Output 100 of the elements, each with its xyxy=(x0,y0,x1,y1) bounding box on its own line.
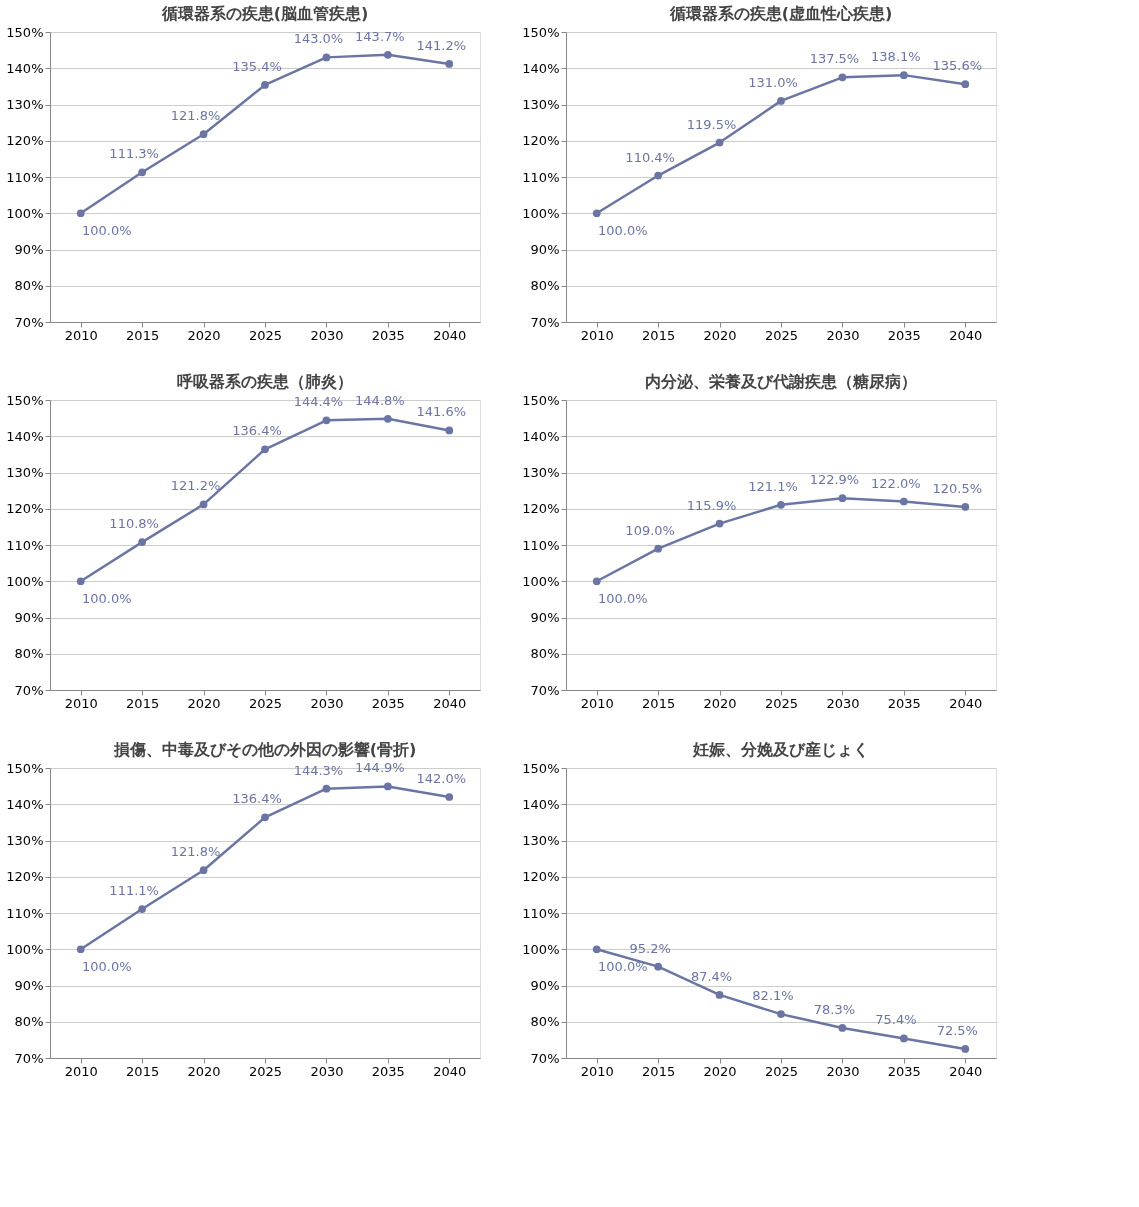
point xyxy=(138,905,147,913)
chart-title: 妊娠、分娩及び産じょく xyxy=(692,740,869,759)
y-tick-label: 140% xyxy=(6,428,44,444)
data-label: 144.8% xyxy=(355,392,405,408)
data-label: 143.0% xyxy=(293,31,344,47)
point xyxy=(777,1010,785,1018)
chart-title: 内分泌、栄養及び代謝疾患（糖尿病） xyxy=(645,372,917,391)
x-tick-label: 2040 xyxy=(949,1063,983,1079)
x-tick-label: 2025 xyxy=(764,327,799,343)
y-tick-label: 100% xyxy=(522,205,560,221)
y-tick-label: 110% xyxy=(6,905,44,921)
data-label: 119.5% xyxy=(686,116,737,132)
y-tick-label: 100% xyxy=(6,573,44,589)
x-tick-label: 2040 xyxy=(433,695,467,711)
y-tick-label: 140% xyxy=(6,796,44,812)
y-tick-label: 140% xyxy=(522,60,560,76)
x-tick-label: 2025 xyxy=(764,695,799,711)
point xyxy=(383,782,392,791)
x-tick-label: 2020 xyxy=(187,327,221,343)
point xyxy=(961,80,970,89)
point xyxy=(961,1045,970,1053)
x-tick-label: 2030 xyxy=(310,327,344,343)
x-tick-label: 2030 xyxy=(826,1063,860,1079)
y-tick-label: 70% xyxy=(530,314,560,330)
y-tick-label: 130% xyxy=(6,97,44,112)
x-tick-label: 2040 xyxy=(433,327,467,343)
point xyxy=(383,50,392,59)
data-label: 121.8% xyxy=(170,844,221,860)
y-tick-label: 120% xyxy=(6,501,44,517)
data-label: 120.5% xyxy=(932,480,983,496)
point xyxy=(777,97,785,105)
y-tick-label: 110% xyxy=(522,905,560,921)
x-tick-label: 2020 xyxy=(187,1063,221,1079)
point xyxy=(138,538,147,546)
point xyxy=(592,945,601,954)
data-label: 143.7% xyxy=(355,28,405,44)
x-tick-label: 2010 xyxy=(580,327,614,343)
y-tick-label: 140% xyxy=(522,796,560,812)
data-label: 135.6% xyxy=(932,58,983,74)
x-tick-label: 2030 xyxy=(826,695,860,711)
y-tick-label: 90% xyxy=(530,978,560,993)
point xyxy=(322,416,331,425)
chart-title: 損傷、中毒及びその他の外因の影響(骨折) xyxy=(112,740,417,759)
y-tick-label: 100% xyxy=(522,941,560,957)
chart-title: 循環器系の疾患(虚血性心疾患) xyxy=(668,4,893,23)
data-label: 111.3% xyxy=(109,146,159,162)
point xyxy=(715,991,724,999)
y-tick-label: 90% xyxy=(14,242,44,257)
y-tick-label: 120% xyxy=(522,133,560,149)
point xyxy=(445,426,454,435)
point xyxy=(899,71,908,79)
point xyxy=(138,168,147,177)
x-tick-label: 2030 xyxy=(310,695,344,711)
x-tick-label: 2035 xyxy=(887,695,921,711)
data-label: 135.4% xyxy=(232,58,282,74)
point xyxy=(592,577,601,586)
data-label: 144.9% xyxy=(355,760,405,776)
point xyxy=(654,962,663,971)
y-tick-label: 80% xyxy=(14,646,44,662)
y-tick-label: 120% xyxy=(522,501,560,517)
point xyxy=(654,544,663,553)
point xyxy=(592,209,601,218)
x-tick-label: 2010 xyxy=(580,1063,614,1079)
data-label: 121.8% xyxy=(170,108,221,124)
data-label: 110.4% xyxy=(625,149,675,165)
point xyxy=(654,171,663,180)
x-tick-label: 2040 xyxy=(949,695,983,711)
x-tick-label: 2020 xyxy=(703,695,737,711)
data-label: 78.3% xyxy=(813,1001,856,1017)
y-tick-label: 70% xyxy=(14,682,44,698)
x-tick-label: 2030 xyxy=(826,327,860,343)
x-tick-label: 2025 xyxy=(248,327,283,343)
data-label: 109.0% xyxy=(625,522,675,538)
data-label: 136.4% xyxy=(232,423,282,439)
point xyxy=(76,209,85,218)
data-label: 75.4% xyxy=(875,1012,917,1028)
y-tick-label: 70% xyxy=(14,314,44,330)
y-tick-label: 120% xyxy=(6,869,44,885)
x-tick-label: 2015 xyxy=(642,327,676,343)
x-tick-label: 2015 xyxy=(642,1063,676,1079)
x-tick-label: 2040 xyxy=(949,327,983,343)
y-tick-label: 110% xyxy=(6,169,44,185)
y-tick-label: 150% xyxy=(6,760,44,776)
x-tick-label: 2015 xyxy=(642,695,676,711)
y-tick-label: 80% xyxy=(530,646,560,662)
chart-title: 循環器系の疾患(脳血管疾患) xyxy=(160,4,369,23)
data-label: 110.8% xyxy=(109,516,159,532)
x-tick-label: 2030 xyxy=(310,1063,344,1079)
data-label: 122.9% xyxy=(809,472,860,488)
point xyxy=(445,793,454,801)
point xyxy=(261,81,269,89)
data-label: 82.1% xyxy=(752,988,794,1004)
data-label: 121.1% xyxy=(748,478,798,494)
point xyxy=(838,73,847,82)
point xyxy=(322,53,331,62)
data-label: 142.0% xyxy=(416,771,467,786)
y-tick-label: 140% xyxy=(522,428,560,444)
data-label: 100.0% xyxy=(81,591,132,607)
chart-title: 呼吸器系の疾患（肺炎） xyxy=(177,372,353,391)
x-tick-label: 2015 xyxy=(126,327,160,343)
